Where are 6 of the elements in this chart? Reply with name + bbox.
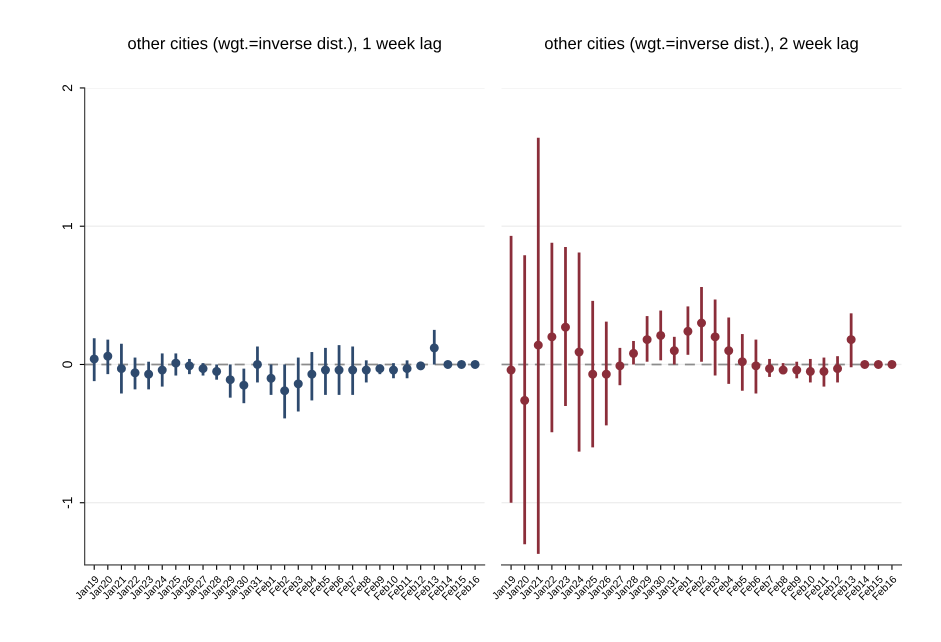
- y-tick-label: 1: [62, 223, 72, 230]
- y-tick-label: -1: [62, 497, 72, 508]
- chart-title: other cities (wgt.=inverse dist.), 1 week lag: [128, 36, 441, 53]
- y-tick-label: 0: [62, 361, 72, 368]
- chart-title: other cities (wgt.=inverse dist.), 2 week lag: [544, 36, 858, 53]
- y-tick-label: 2: [62, 84, 72, 92]
